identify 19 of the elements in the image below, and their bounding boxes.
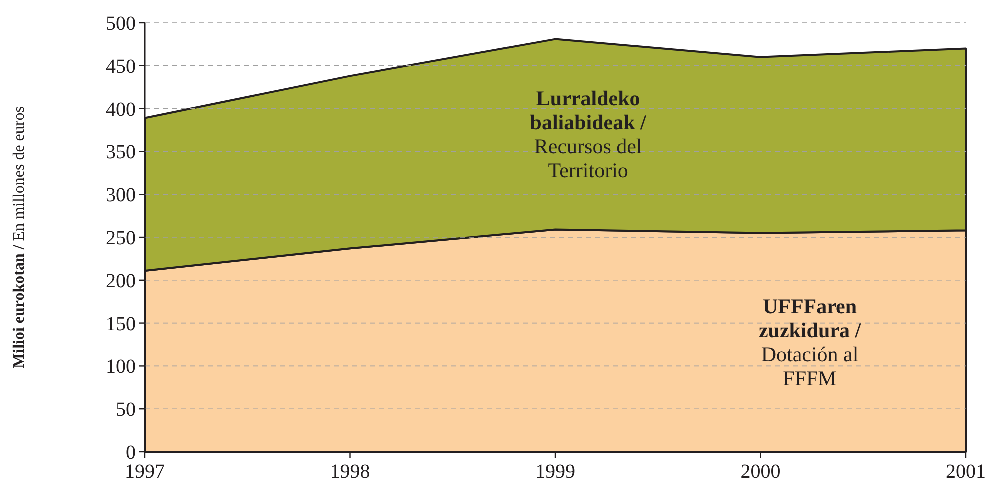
- y-tick-label: 500: [106, 13, 136, 35]
- y-tick-label: 400: [106, 98, 136, 121]
- y-tick-label: 0: [126, 442, 136, 464]
- y-tick-label: 250: [106, 228, 136, 250]
- series-label: Lurraldeko baliabideak / Recursos del Territorio: [530, 86, 648, 183]
- y-tick-label: 450: [106, 56, 136, 78]
- y-tick-label: 300: [106, 184, 136, 207]
- y-tick-label: 350: [106, 142, 136, 164]
- x-tick-label: 1997: [125, 461, 165, 483]
- x-tick-label: 1998: [330, 461, 370, 483]
- y-tick-label: 150: [106, 313, 136, 336]
- y-tick-label: 200: [106, 270, 136, 292]
- series-label: UFFFaren zuzkidura / Dotación al FFFM: [758, 294, 862, 391]
- y-tick-label: 100: [106, 356, 136, 378]
- y-tick-label: 50: [116, 399, 136, 422]
- x-tick-label: 2000: [740, 461, 781, 483]
- y-axis-title: Milioi eurokotan / En millones de euros: [11, 106, 28, 368]
- x-tick-label: 1999: [536, 461, 576, 483]
- x-tick-label: 2001: [946, 461, 986, 483]
